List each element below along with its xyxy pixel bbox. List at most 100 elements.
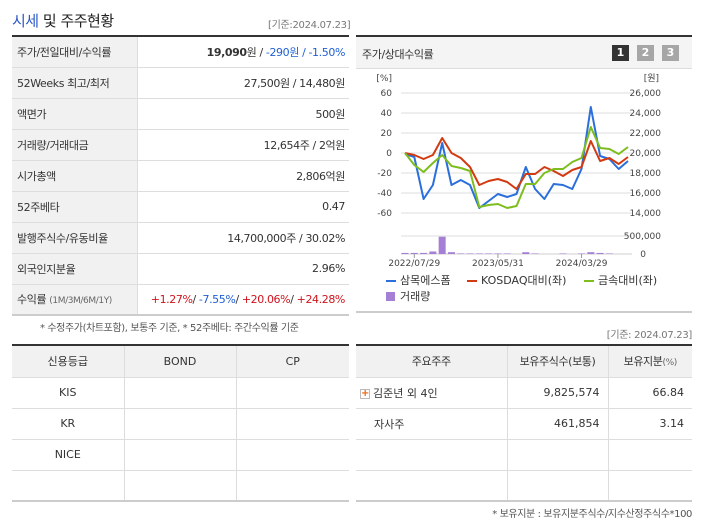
section-title: 시세 및 주주현황: [12, 12, 114, 30]
table-row: 수익률 (1M/3M/6M/1Y) +1.27%/ -7.55%/ +20.06…: [12, 284, 349, 315]
agency-cell: NICE: [12, 439, 125, 471]
chart-page-1-button[interactable]: 1: [612, 45, 629, 61]
row-value: 12,654주 / 2억원: [137, 129, 349, 161]
row-label: 액면가: [12, 98, 138, 130]
holder-name: 자사주: [356, 408, 508, 440]
holder-name: [356, 470, 508, 502]
table-row: [12, 470, 349, 502]
row-label: 주가/전일대비/수익률: [12, 36, 138, 68]
bond-cell: [124, 439, 237, 471]
volume-bar: [420, 252, 428, 254]
shares-cell: [507, 439, 609, 471]
col-header: 보유주식수(보통): [507, 345, 609, 378]
volume-bar: [494, 253, 502, 254]
legend-swatch: [584, 280, 594, 282]
volume-bar: [587, 252, 595, 254]
table-row: NICE: [12, 439, 349, 471]
legend-swatch: [386, 280, 396, 282]
holder-name: + 김준년 외 4인: [356, 377, 508, 409]
left-axis-unit: [%]: [376, 74, 392, 84]
legend-swatch: [467, 280, 477, 282]
volume-bar: [410, 252, 418, 254]
volume-bar: [522, 252, 530, 254]
chart-header: 주가/상대수익률 1 2 3: [356, 37, 692, 69]
major-shareholders-table: 주요주주 보유주식수(보통) 보유지분(%) + 김준년 외 4인 9,825,5…: [356, 344, 692, 502]
y-tick-right: 20,000: [630, 149, 662, 159]
table-row: 발행주식수/유동비율 14,700,000주 / 30.02%: [12, 222, 349, 254]
row-value: 27,500원 / 14,480원: [137, 67, 349, 99]
volume-bar: [578, 253, 586, 254]
table-row: 52주베타 0.47: [12, 191, 349, 223]
row-label: 외국인지분율: [12, 253, 138, 285]
col-header: 보유지분(%): [608, 345, 692, 378]
volume-bar: [438, 236, 446, 254]
y-tick-left: 60: [381, 89, 393, 99]
pct-cell: [608, 439, 692, 471]
x-tick-label: 2022/07/29: [388, 259, 440, 269]
cp-cell: [236, 377, 349, 409]
volume-bar: [485, 253, 493, 254]
agency-cell: KR: [12, 408, 125, 440]
table-row: 주가/전일대비/수익률 19,090원 / -290원 / -1.50%: [12, 36, 349, 68]
y-tick-left: -40: [377, 189, 392, 199]
row-value: 14,700,000주 / 30.02%: [137, 222, 349, 254]
table-row: 52Weeks 최고/최저 27,500원 / 14,480원: [12, 67, 349, 99]
volume-bar: [475, 253, 483, 254]
y-tick-left: 0: [386, 149, 392, 159]
price-value: 19,090원 / -290원 / -1.50%: [137, 36, 349, 68]
y-tick-left: -60: [377, 209, 392, 219]
legend-swatch: [386, 292, 395, 301]
expand-plus-icon[interactable]: +: [360, 387, 370, 399]
volume-bar: [605, 253, 613, 254]
shares-cell: 461,854: [507, 408, 609, 440]
y-tick-right: 18,000: [630, 169, 662, 179]
volume-bar: [531, 253, 539, 254]
legend-label: 삼목에스폼: [400, 274, 451, 287]
legend-label: 거래량: [400, 290, 430, 303]
legend-label: 금속대비(좌): [598, 274, 657, 287]
shares-cell: [507, 470, 609, 502]
returns-value: +1.27%/ -7.55%/ +20.06%/ +24.28%: [150, 292, 346, 306]
col-header: CP: [236, 345, 349, 378]
legend-label: KOSDAQ대비(좌): [481, 274, 566, 287]
volume-bar: [596, 252, 604, 254]
table-header-row: 주요주주 보유주식수(보통) 보유지분(%): [356, 345, 692, 378]
col-header: 신용등급: [12, 345, 125, 378]
chart-page-3-button[interactable]: 3: [662, 45, 679, 61]
chart-panel: 주가/상대수익률 1 2 3 [%] [원] 60 26,000 40 24,000 20 2…: [356, 35, 692, 313]
series-line: [404, 106, 629, 209]
pct-cell: 3.14: [608, 408, 692, 440]
holders-note: * 보유지분 : 보유지분주식수/지수산정주식수*100: [492, 509, 692, 520]
volume-bar: [447, 252, 455, 254]
y-tick-left: -20: [377, 169, 392, 179]
holders-base-date: [기준: 2024.07.23]: [606, 330, 693, 341]
series-line: [404, 137, 629, 190]
row-value: 0.47: [137, 191, 349, 223]
row-label: 발행주식수/유동비율: [12, 222, 138, 254]
row-label: 거래량/거래대금: [12, 129, 138, 161]
table-row: [356, 470, 692, 502]
table-row: 거래량/거래대금 12,654주 / 2억원: [12, 129, 349, 161]
chart-page-2-button[interactable]: 2: [637, 45, 654, 61]
row-value: 2.96%: [137, 253, 349, 285]
chart-title: 주가/상대수익률: [362, 48, 434, 61]
table-row: KIS: [12, 377, 349, 409]
y-tick-left: 20: [381, 129, 393, 139]
y-tick-right: 26,000: [630, 89, 662, 99]
x-tick-label: 2023/05/31: [472, 259, 524, 269]
cp-cell: [236, 470, 349, 502]
row-label: 수익률 (1M/3M/6M/1Y): [12, 284, 138, 315]
table-header-row: 신용등급 BOND CP: [12, 345, 349, 378]
y-tick-right: 14,000: [630, 209, 662, 219]
right-axis-unit: [원]: [644, 73, 659, 84]
info-note: * 수정주가(차트포함), 보통주 기준, * 52주베타: 주간수익률 기준: [40, 323, 299, 334]
volume-bar: [466, 253, 474, 254]
volume-bar: [559, 253, 567, 254]
volume-tick: 500,000: [624, 232, 661, 242]
cp-cell: [236, 408, 349, 440]
row-label: 52Weeks 최고/최저: [12, 67, 138, 99]
table-row: KR: [12, 408, 349, 440]
cp-cell: [236, 439, 349, 471]
x-tick-label: 2024/03/29: [556, 259, 608, 269]
base-date: [기준:2024.07.23]: [268, 20, 351, 31]
